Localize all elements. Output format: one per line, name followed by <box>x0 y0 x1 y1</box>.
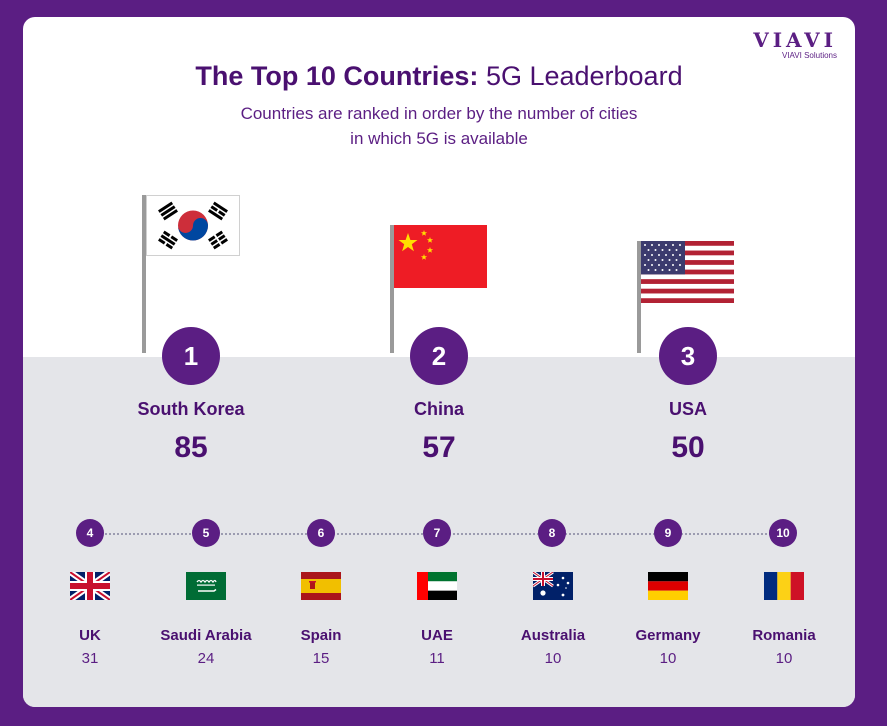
viavi-logo: VIAVI VIAVI Solutions <box>753 29 837 61</box>
city-count: 31 <box>81 650 99 667</box>
page-subtitle: Countries are ranked in order by the num… <box>23 101 855 151</box>
germany-flag-icon <box>648 572 688 600</box>
rank-badge: 1 <box>162 327 220 385</box>
country-name: Australia <box>520 627 586 644</box>
rank-badge: 3 <box>659 327 717 385</box>
country-name: Romania <box>752 627 816 644</box>
city-count: 15 <box>312 650 330 667</box>
romania-flag-icon <box>764 572 804 600</box>
flag-pole <box>637 241 641 353</box>
country-name: UAE <box>421 627 453 644</box>
city-count: 11 <box>429 650 445 667</box>
flag-pole <box>390 225 394 353</box>
rank-badge: 6 <box>307 519 335 547</box>
title-regular: 5G Leaderboard <box>485 61 683 91</box>
city-count: 10 <box>775 650 793 667</box>
city-count: 85 <box>174 431 208 464</box>
subtitle-line-1: Countries are ranked in order by the num… <box>240 104 638 123</box>
leaderboard-card: VIAVI VIAVI Solutions The Top 10 Countri… <box>23 17 855 707</box>
city-count: 50 <box>671 431 705 464</box>
rank-badge: 10 <box>769 519 797 547</box>
rank-badge: 8 <box>538 519 566 547</box>
city-count: 10 <box>544 650 562 667</box>
uae-flag-icon <box>417 572 457 600</box>
rank-badge: 9 <box>654 519 682 547</box>
city-count: 57 <box>422 431 456 464</box>
spain-flag-icon <box>301 572 341 600</box>
rank-badge: 7 <box>423 519 451 547</box>
title-bold: The Top 10 Countries: <box>195 61 479 91</box>
logo-word: VIAVI <box>753 28 837 52</box>
south-korea-flag-icon <box>146 195 240 256</box>
country-name: Spain <box>300 627 342 644</box>
saudi-arabia-flag-icon <box>186 572 226 600</box>
australia-flag-icon <box>533 572 573 600</box>
rank-badge: 2 <box>410 327 468 385</box>
country-name: USA <box>668 399 707 419</box>
usa-flag-icon <box>641 241 734 303</box>
city-count: 24 <box>197 650 215 667</box>
country-name: China <box>413 399 464 419</box>
city-count: 10 <box>659 650 677 667</box>
country-name: Germany <box>635 627 701 644</box>
subtitle-line-2: in which 5G is available <box>350 129 528 148</box>
logo-subtext: VIAVI Solutions <box>782 51 837 60</box>
uk-flag-icon <box>70 572 110 600</box>
rank-badge: 5 <box>192 519 220 547</box>
rank-badge: 4 <box>76 519 104 547</box>
page-title: The Top 10 Countries: 5G Leaderboard <box>23 61 855 92</box>
flag-pole <box>142 195 146 353</box>
china-flag-icon <box>394 225 487 288</box>
country-name: Saudi Arabia <box>160 627 252 644</box>
country-name: South Korea <box>137 399 245 419</box>
country-name: UK <box>79 627 101 644</box>
